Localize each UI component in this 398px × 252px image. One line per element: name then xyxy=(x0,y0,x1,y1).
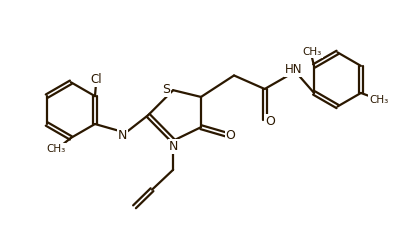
Text: Cl: Cl xyxy=(90,73,101,86)
Text: O: O xyxy=(226,129,235,142)
Text: S: S xyxy=(162,83,170,96)
Text: N: N xyxy=(169,140,179,153)
Text: HN: HN xyxy=(285,62,302,76)
Text: CH₃: CH₃ xyxy=(46,144,65,154)
Text: N: N xyxy=(118,129,127,142)
Text: CH₃: CH₃ xyxy=(302,47,322,57)
Text: CH₃: CH₃ xyxy=(369,95,388,105)
Text: O: O xyxy=(265,115,275,128)
